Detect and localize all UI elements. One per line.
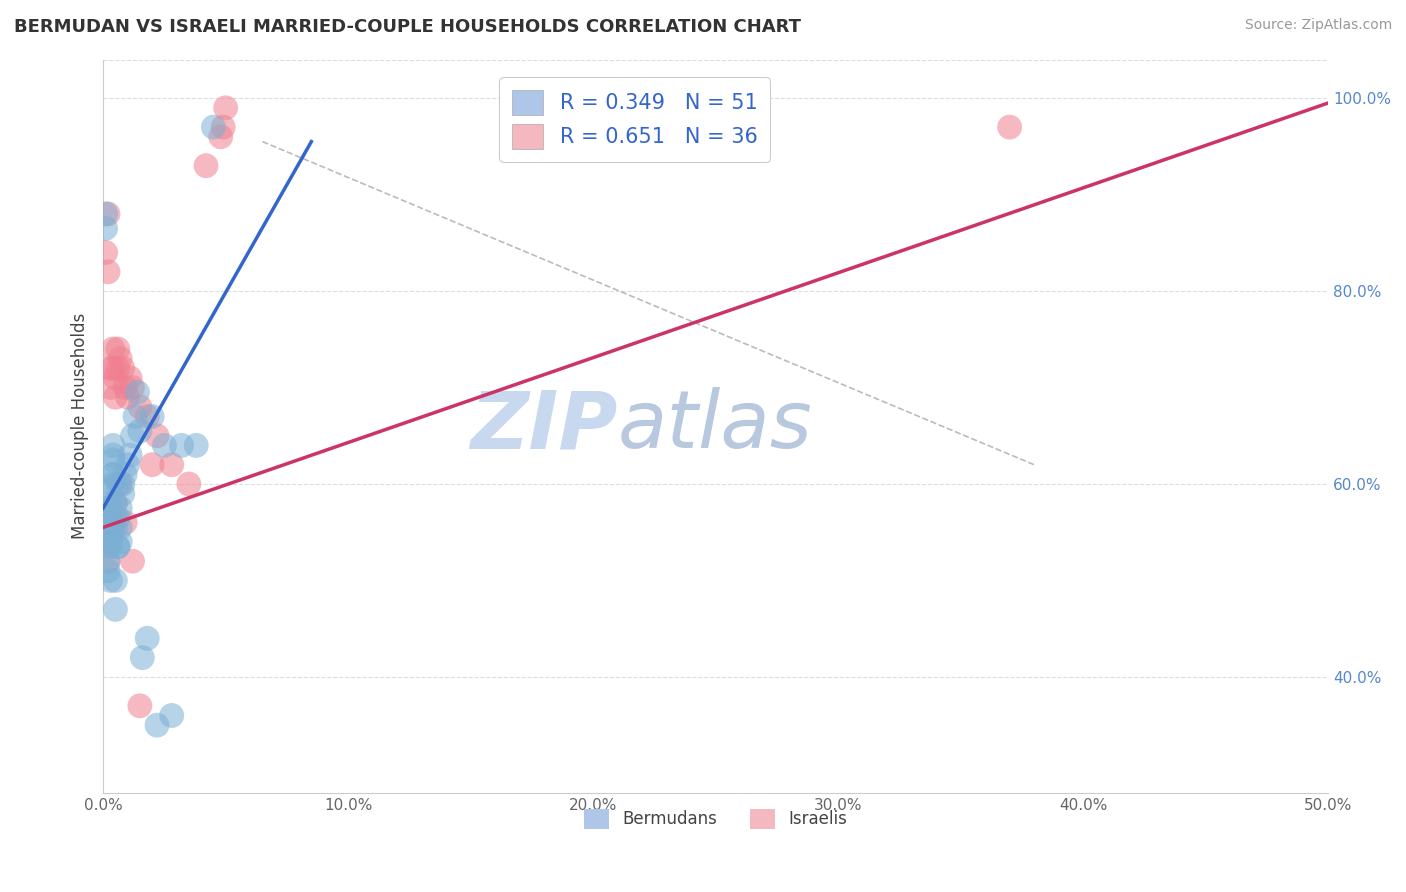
Point xyxy=(107,342,129,356)
Point xyxy=(146,429,169,443)
Text: atlas: atlas xyxy=(617,387,813,465)
Point xyxy=(110,351,132,366)
Point xyxy=(120,448,142,462)
Point xyxy=(110,534,132,549)
Point xyxy=(128,698,150,713)
Point xyxy=(212,120,235,135)
Point xyxy=(100,361,122,376)
Point xyxy=(104,510,127,524)
Point xyxy=(117,458,139,472)
Point xyxy=(94,207,117,221)
Point xyxy=(124,409,146,424)
Point xyxy=(101,453,124,467)
Point xyxy=(110,520,132,534)
Point xyxy=(97,501,120,516)
Point xyxy=(100,380,122,394)
Legend: Bermudans, Israelis: Bermudans, Israelis xyxy=(576,802,855,836)
Point xyxy=(107,540,129,554)
Point xyxy=(160,708,183,723)
Point xyxy=(146,718,169,732)
Point xyxy=(104,602,127,616)
Point xyxy=(97,207,120,221)
Point xyxy=(107,510,129,524)
Point xyxy=(136,409,159,424)
Point xyxy=(100,534,122,549)
Point xyxy=(101,342,124,356)
Point xyxy=(110,477,132,491)
Point xyxy=(107,477,129,491)
Point xyxy=(128,400,150,414)
Point xyxy=(100,574,122,588)
Point xyxy=(141,458,163,472)
Point xyxy=(214,101,236,115)
Point xyxy=(104,496,127,510)
Point xyxy=(131,650,153,665)
Point xyxy=(136,632,159,646)
Point xyxy=(170,438,193,452)
Point xyxy=(195,159,218,173)
Point xyxy=(153,438,176,452)
Point xyxy=(110,501,132,516)
Point xyxy=(97,265,120,279)
Point xyxy=(111,477,134,491)
Point xyxy=(186,438,208,452)
Point xyxy=(94,516,117,530)
Point xyxy=(121,380,143,394)
Point xyxy=(94,221,117,235)
Point xyxy=(101,516,124,530)
Point xyxy=(104,574,127,588)
Point xyxy=(209,129,232,144)
Point xyxy=(101,467,124,482)
Point xyxy=(104,496,127,510)
Point xyxy=(100,506,122,520)
Point xyxy=(121,554,143,568)
Point xyxy=(101,467,124,482)
Point xyxy=(177,477,200,491)
Point xyxy=(104,520,127,534)
Point xyxy=(101,361,124,376)
Text: BERMUDAN VS ISRAELI MARRIED-COUPLE HOUSEHOLDS CORRELATION CHART: BERMUDAN VS ISRAELI MARRIED-COUPLE HOUSE… xyxy=(14,18,801,36)
Point xyxy=(160,458,183,472)
Point xyxy=(114,516,136,530)
Point xyxy=(121,429,143,443)
Point xyxy=(117,390,139,404)
Point xyxy=(127,385,149,400)
Point xyxy=(998,120,1021,135)
Point xyxy=(128,424,150,438)
Point xyxy=(94,245,117,260)
Point xyxy=(107,361,129,376)
Point xyxy=(101,448,124,462)
Text: ZIP: ZIP xyxy=(470,387,617,465)
Point xyxy=(107,540,129,554)
Point xyxy=(100,530,122,544)
Point xyxy=(111,361,134,376)
Point xyxy=(97,554,120,568)
Y-axis label: Married-couple Households: Married-couple Households xyxy=(72,313,89,540)
Point xyxy=(114,380,136,394)
Point xyxy=(97,564,120,578)
Point xyxy=(202,120,225,135)
Point xyxy=(101,438,124,452)
Point xyxy=(97,530,120,544)
Point xyxy=(111,486,134,500)
Point xyxy=(104,390,127,404)
Point xyxy=(120,371,142,385)
Text: Source: ZipAtlas.com: Source: ZipAtlas.com xyxy=(1244,18,1392,32)
Point xyxy=(104,371,127,385)
Point xyxy=(100,482,122,496)
Point xyxy=(114,467,136,482)
Point xyxy=(100,496,122,510)
Point xyxy=(97,540,120,554)
Point xyxy=(101,477,124,491)
Point xyxy=(141,409,163,424)
Point xyxy=(101,520,124,534)
Point xyxy=(97,554,120,568)
Point xyxy=(100,540,122,554)
